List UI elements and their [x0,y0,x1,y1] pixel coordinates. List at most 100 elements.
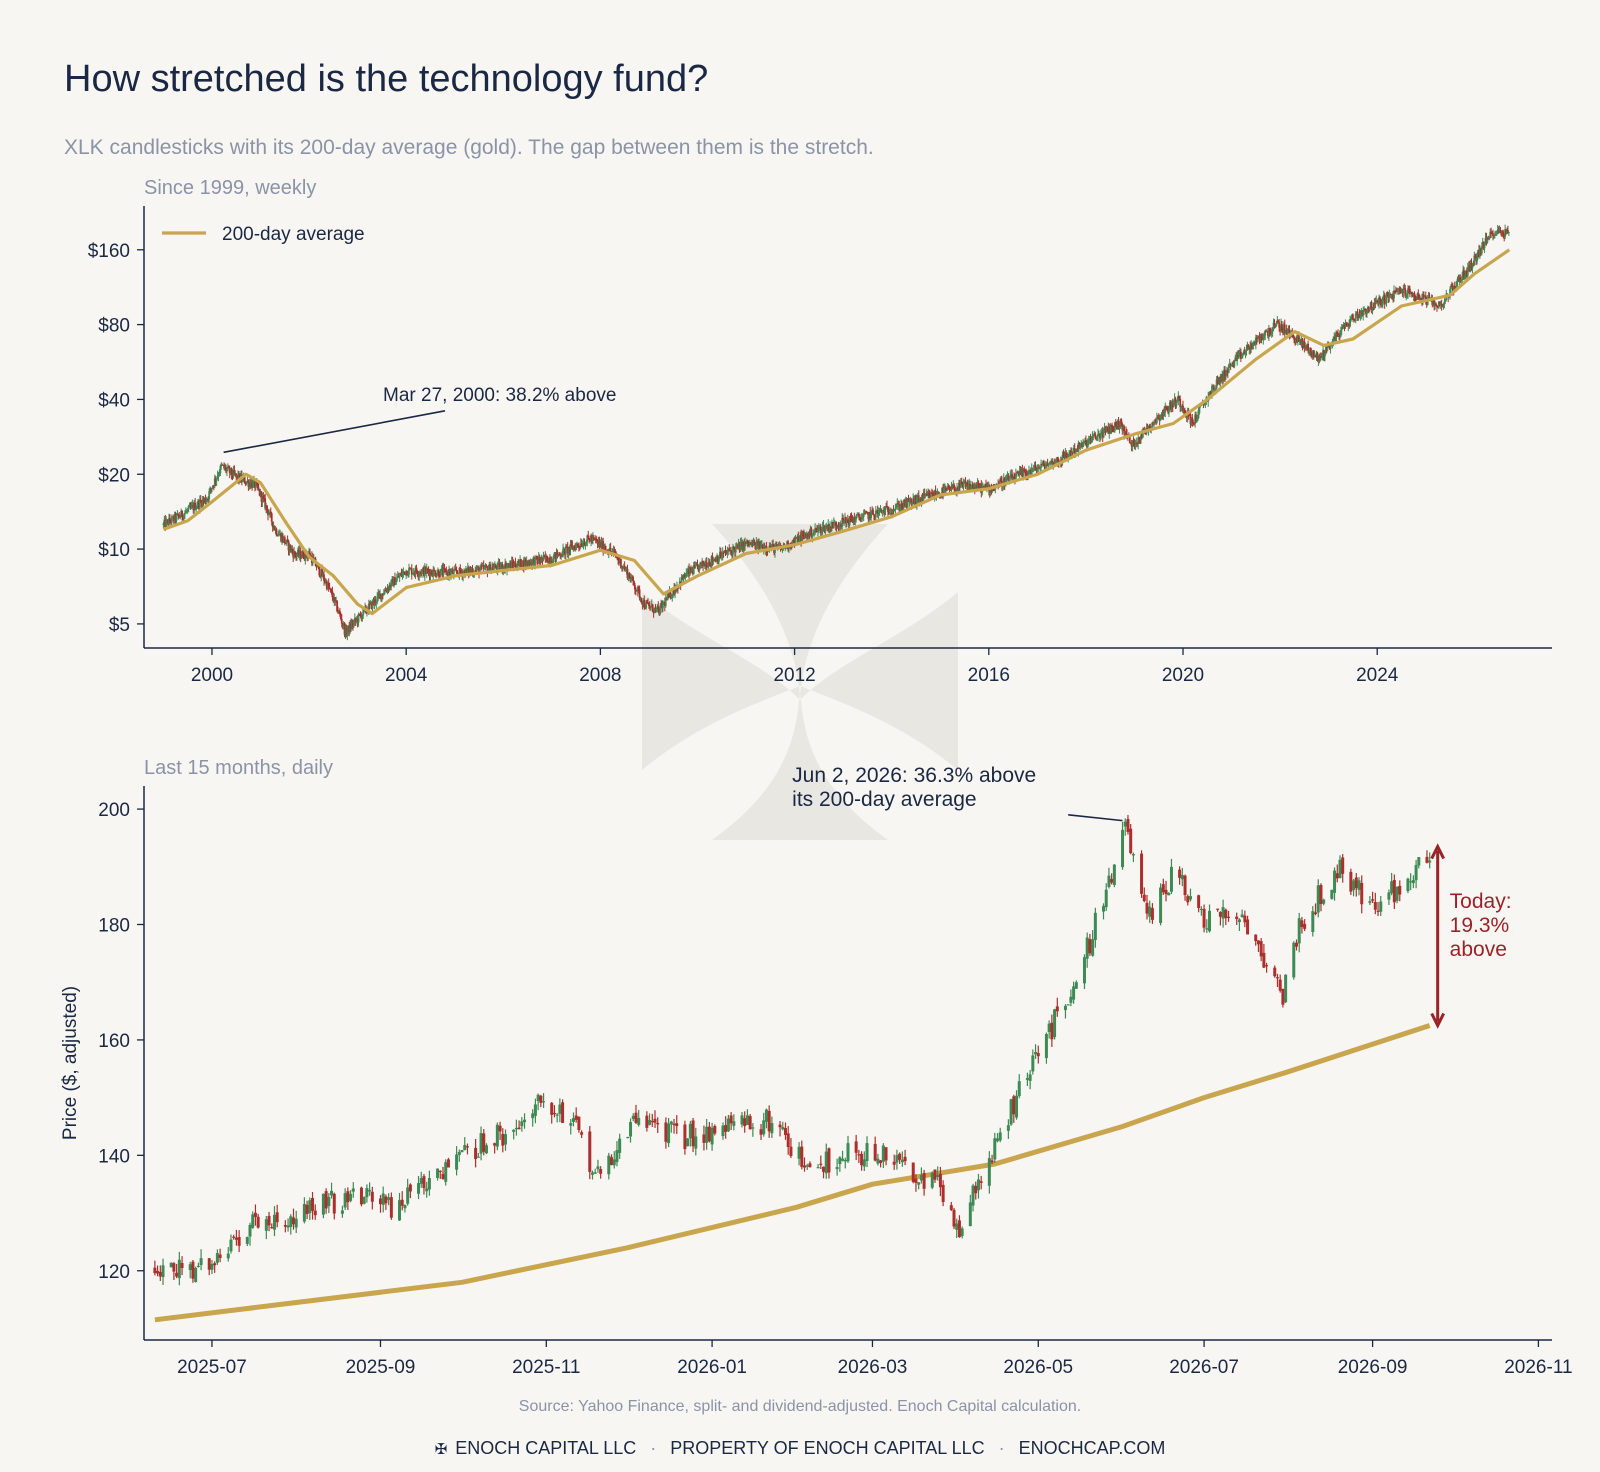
candle-body-weekly [1072,447,1075,453]
candle-body-weekly [402,571,405,574]
candle-body-weekly [984,484,986,487]
candle-body-weekly [350,623,352,629]
candle-body-daily [215,1253,219,1263]
candle-body-weekly [1067,454,1070,458]
candle-body-weekly [855,515,858,520]
candle-body-weekly [966,482,969,490]
candle-body-weekly [212,485,214,489]
candle-body-weekly [555,552,558,560]
candle-body-weekly [869,512,872,518]
candle-body-weekly [203,498,206,501]
candle-body-daily [474,1147,478,1160]
candle-body-weekly [1194,414,1197,424]
candle-body-weekly [326,582,329,589]
candle-body-daily [860,1153,864,1166]
candle-body-weekly [526,560,529,564]
candle-body-weekly [253,480,255,482]
candle-body-weekly [965,482,968,484]
candle-body-daily [974,1185,978,1194]
candle-body-weekly [1453,286,1456,288]
candle-body-weekly [698,564,701,571]
candle-body-daily [1284,974,1288,1003]
candle-body-weekly [1433,300,1436,306]
candle-body-weekly [413,572,416,574]
candle-body-weekly [187,505,190,510]
candle-body-daily [610,1157,614,1166]
candle-body-weekly [246,480,249,482]
candle-body-daily [1164,889,1168,895]
candle-body-weekly [711,556,714,562]
annotation-peak-2026: Jun 2, 2026: 36.3% above its 200-day ave… [792,764,1042,811]
candle-body-weekly [1104,427,1107,432]
candle-body-weekly [1142,429,1145,431]
candle-body-daily [1145,902,1149,914]
candle-body-weekly [579,543,582,547]
candle-body-weekly [827,524,830,530]
footer-website: ENOCHCAP.COM [1018,1438,1166,1458]
candle-body-weekly [612,550,615,552]
candle-body-weekly [267,509,269,515]
candle-body-daily [745,1115,749,1126]
candle-body-weekly [1332,338,1335,343]
candle-body-weekly [769,545,772,550]
candle-body-weekly [352,621,355,626]
candle-body-weekly [1462,270,1465,276]
candle-body-daily [1069,996,1073,1003]
candle-body-weekly [1088,438,1091,440]
candle-body-daily [629,1122,633,1137]
candle-body-weekly [359,614,362,616]
candle-body-weekly [1282,324,1285,333]
candle-body-weekly [875,510,878,512]
candle-body-weekly [559,554,562,557]
candle-body-weekly [753,541,756,544]
candle-body-daily [1360,883,1364,905]
candle-body-weekly [1506,230,1508,234]
candle-body-weekly [345,628,348,635]
candle-body-weekly [716,556,718,562]
candle-body-daily [922,1173,926,1189]
candle-body-weekly [1340,327,1343,331]
candle-body-weekly [821,526,824,532]
candle-body-weekly [163,519,166,524]
candle-body-weekly [1448,296,1451,298]
footer: ✠ ENOCH CAPITAL LLC · PROPERTY OF ENOCH CAP… [0,1438,1600,1459]
candle-body-weekly [396,576,399,578]
candle-body-weekly [370,601,373,609]
candle-body-weekly [575,544,578,550]
candle-body-weekly [360,615,363,619]
candle-body-weekly [680,576,683,586]
candle-body-weekly [1246,345,1249,350]
candle-body-weekly [401,573,404,577]
candle-body-weekly [907,498,910,502]
candle-body-daily [892,1161,896,1165]
candle-body-daily [1354,877,1358,889]
candle-body-daily [1050,1022,1054,1040]
candle-body-weekly [1041,463,1043,466]
candle-body-weekly [418,573,421,576]
candle-body-daily [1392,880,1396,903]
candle-body-weekly [1395,291,1398,293]
candle-body-weekly [1007,475,1010,483]
candle-body-weekly [296,550,299,555]
candle-body-weekly [243,477,246,484]
candle-body-weekly [813,531,816,534]
candle-body-weekly [1373,302,1376,309]
candle-body-daily [460,1150,464,1153]
candle-body-daily [436,1168,440,1178]
today-label-line-1: Today: [1450,890,1512,913]
candle-body-weekly [1308,350,1310,352]
candle-body-weekly [1044,466,1047,470]
candle-body-weekly [898,503,901,511]
candle-body-weekly [968,483,971,486]
candle-body-weekly [1160,414,1163,416]
candle-body-daily [330,1190,334,1196]
candle-body-weekly [599,541,602,547]
candle-body-weekly [734,546,737,553]
candle-body-weekly [409,568,411,570]
candle-body-daily [501,1133,505,1146]
candle-body-daily [952,1209,956,1227]
candle-body-weekly [219,465,222,474]
candle-body-weekly [942,487,944,496]
candle-body-weekly [386,587,389,592]
candle-body-weekly [802,534,804,536]
